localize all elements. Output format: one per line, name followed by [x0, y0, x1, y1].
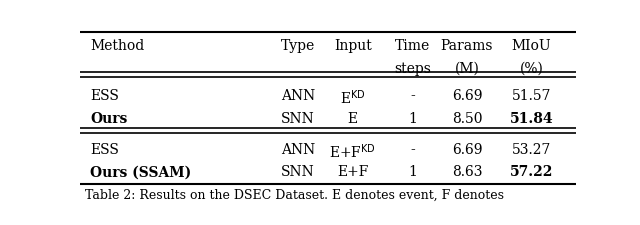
Text: E: E [348, 111, 358, 125]
Text: 51.84: 51.84 [509, 111, 553, 125]
Text: SNN: SNN [282, 165, 315, 179]
Text: E+F$^{\mathrm{KD}}$: E+F$^{\mathrm{KD}}$ [330, 142, 376, 161]
Text: MIoU: MIoU [511, 39, 551, 53]
Text: 1: 1 [408, 111, 417, 125]
Text: Input: Input [334, 39, 372, 53]
Text: Params: Params [440, 39, 493, 53]
Text: SNN: SNN [282, 111, 315, 125]
Text: E+F: E+F [337, 165, 369, 179]
Text: 6.69: 6.69 [452, 88, 482, 102]
Text: steps: steps [394, 62, 431, 76]
Text: Time: Time [395, 39, 430, 53]
Text: 1: 1 [408, 165, 417, 179]
Text: 51.57: 51.57 [511, 88, 551, 102]
Text: -: - [410, 88, 415, 102]
Text: E$^{\mathrm{KD}}$: E$^{\mathrm{KD}}$ [340, 88, 365, 107]
Text: Type: Type [281, 39, 316, 53]
Text: 53.27: 53.27 [511, 142, 551, 156]
Text: Method: Method [90, 39, 144, 53]
Text: (M): (M) [454, 62, 479, 76]
Text: 6.69: 6.69 [452, 142, 482, 156]
Text: ESS: ESS [90, 142, 119, 156]
Text: 57.22: 57.22 [509, 165, 553, 179]
Text: ANN: ANN [281, 88, 316, 102]
Text: (%): (%) [520, 62, 543, 76]
Text: 8.63: 8.63 [452, 165, 482, 179]
Text: Ours: Ours [90, 111, 127, 125]
Text: ESS: ESS [90, 88, 119, 102]
Text: -: - [410, 142, 415, 156]
Text: Table 2: Results on the DSEC Dataset. E denotes event, F denotes: Table 2: Results on the DSEC Dataset. E … [85, 188, 504, 201]
Text: Ours (SSAM): Ours (SSAM) [90, 165, 191, 179]
Text: 8.50: 8.50 [452, 111, 482, 125]
Text: ANN: ANN [281, 142, 316, 156]
